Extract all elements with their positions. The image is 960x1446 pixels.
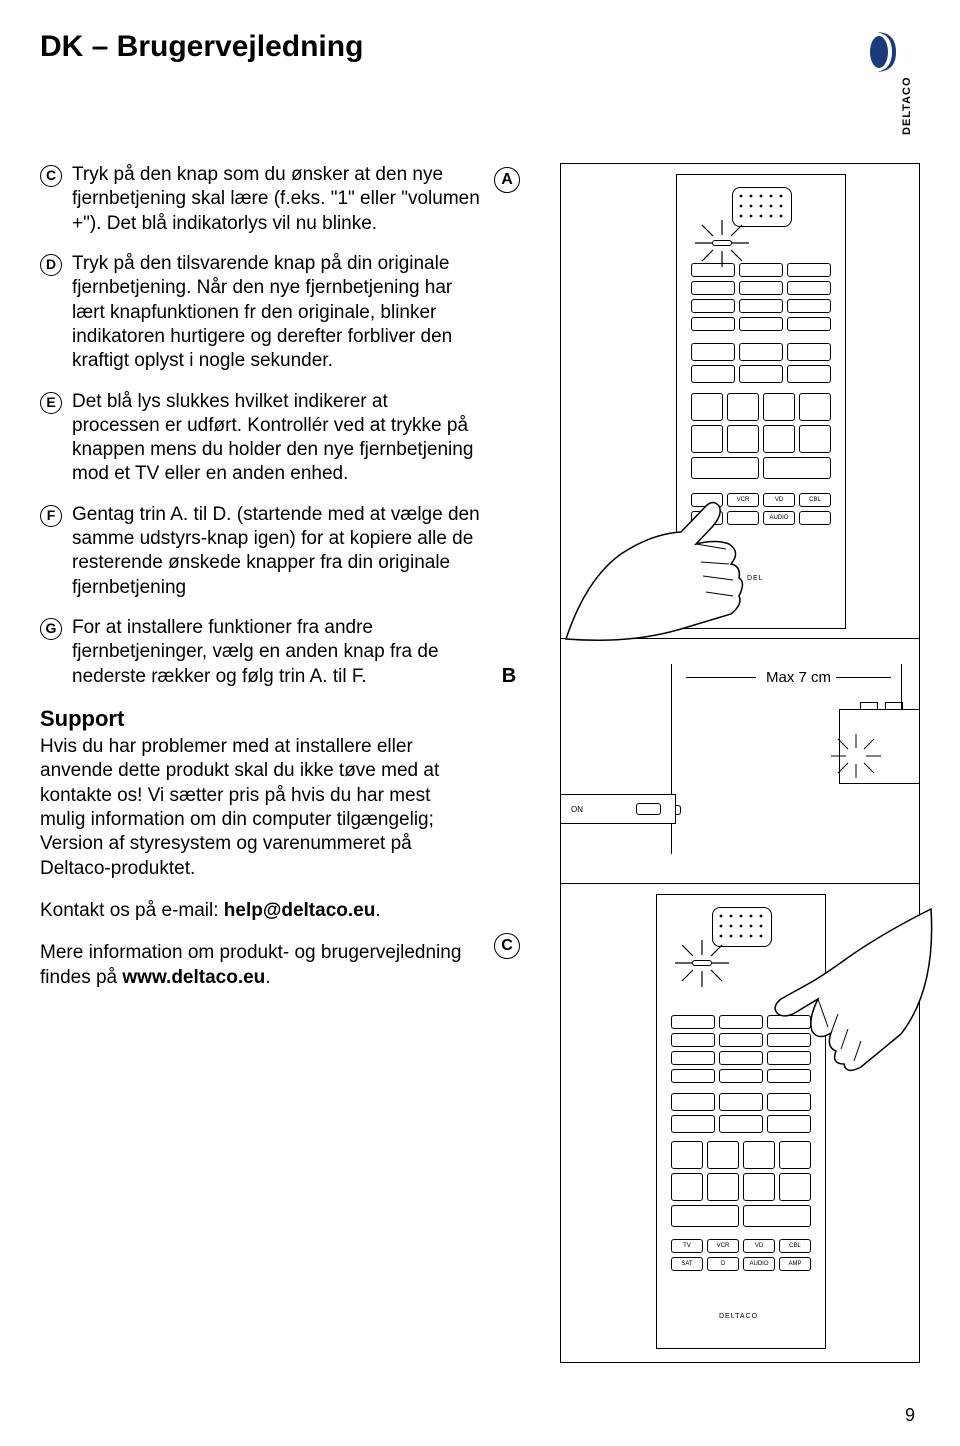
remote-brand-label: DELTACO (719, 1313, 758, 1320)
figure-a-label: A (494, 167, 520, 193)
support-body: Hvis du har problemer med at installere … (40, 735, 480, 881)
period: . (265, 967, 270, 988)
step-letter: F (40, 505, 62, 527)
info-url: www.deltaco.eu (122, 967, 265, 988)
instructions-column: C Tryk på den knap som du ønsker at den … (40, 163, 480, 1363)
page-title: DK – Brugervejledning (40, 30, 363, 64)
sparkle-icon (826, 731, 886, 786)
panel-b: Max 7 cm (561, 639, 919, 884)
hand-icon (561, 444, 791, 644)
max-distance-label: Max 7 cm (766, 669, 831, 686)
page-number: 9 (905, 1405, 915, 1426)
step-letter: D (40, 254, 62, 276)
step-g: G For at installere funktioner fra andre… (40, 616, 480, 689)
support-heading: Support (40, 705, 480, 733)
step-e: E Det blå lys slukkes hvilket indikerer … (40, 390, 480, 487)
contact-prefix: Kontakt os på e-mail: (40, 900, 224, 921)
panel-c: TV VCR VD CBL SAT D AUDIO AMP DELTACO (561, 884, 919, 1364)
sparkle-icon (667, 935, 737, 995)
period: . (375, 900, 380, 921)
step-text: Det blå lys slukkes hvilket indikerer at… (72, 390, 480, 487)
source-remote: ON (561, 794, 676, 824)
on-label: ON (571, 805, 583, 814)
support-contact: Kontakt os på e-mail: help@deltaco.eu. (40, 899, 480, 923)
step-letter: C (40, 165, 62, 187)
step-text: Tryk på den knap som du ønsker at den ny… (72, 163, 480, 236)
step-c: C Tryk på den knap som du ønsker at den … (40, 163, 480, 236)
step-text: Gentag trin A. til D. (startende med at … (72, 503, 480, 600)
diagram-box: VCR VD CBL AUDIO DEL (560, 163, 920, 1363)
figure-b-label: B (496, 663, 522, 689)
step-text: For at installere funktioner fra andre f… (72, 616, 480, 689)
hand-icon (736, 899, 936, 1119)
step-letter: E (40, 392, 62, 414)
step-letter: G (40, 618, 62, 640)
deltaco-logo: DELTACO (868, 30, 920, 145)
svg-text:DELTACO: DELTACO (901, 76, 913, 135)
step-d: D Tryk på den tilsvarende knap på din or… (40, 252, 480, 374)
diagram-column: A B C (500, 163, 920, 1363)
contact-email: help@deltaco.eu (224, 900, 376, 921)
step-text: Tryk på den tilsvarende knap på din orig… (72, 252, 480, 374)
support-moreinfo: Mere information om produkt- og brugerve… (40, 941, 480, 990)
step-f: F Gentag trin A. til D. (startende med a… (40, 503, 480, 600)
figure-c-label: C (494, 933, 520, 959)
panel-a: VCR VD CBL AUDIO DEL (561, 164, 919, 639)
